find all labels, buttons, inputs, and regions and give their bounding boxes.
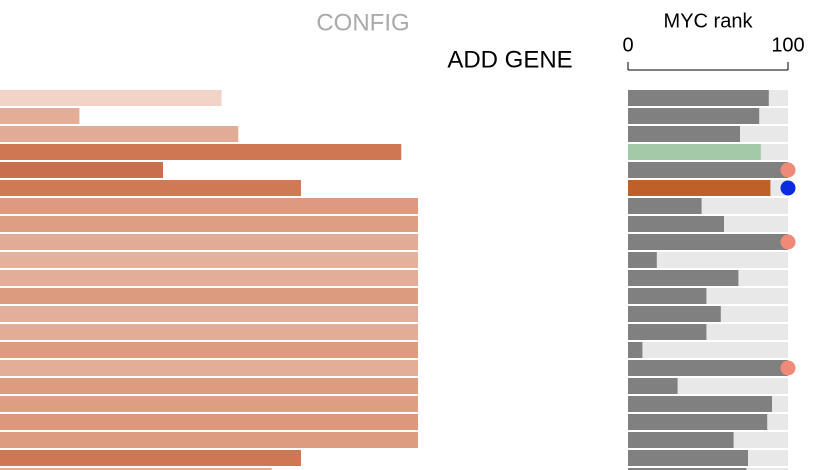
score-bar [0,288,418,304]
rank-track [628,252,788,268]
score-bar [0,216,418,232]
rank-bar [628,90,769,106]
rank-bar [628,270,739,286]
rank-bar [628,324,707,340]
score-bar [0,180,301,196]
score-bar [0,414,418,430]
score-bar [0,198,418,214]
rank-bar [628,396,772,412]
rank-bar [628,432,734,448]
score-bar [0,378,418,394]
axis-title: MYC rank [664,10,754,32]
score-bar [0,270,418,286]
rank-bar [628,234,788,250]
score-bar [0,450,301,466]
rank-bar [628,162,788,178]
rank-bar [628,414,768,430]
score-bar [0,252,418,268]
rank-bar [628,288,707,304]
rank-marker [780,234,796,250]
rank-bar [628,306,721,322]
score-bar [0,306,418,322]
score-bar [0,396,418,412]
score-bar [0,144,402,160]
rank-bar [628,126,740,142]
rank-marker [780,180,796,196]
score-bar [0,468,272,470]
rank-bar [628,378,678,394]
rank-bar [628,180,771,196]
rank-marker [780,360,796,376]
rank-bar [628,252,657,268]
rank-track [628,342,788,358]
rank-bar [628,108,760,124]
score-bar [0,90,222,106]
score-bar [0,432,418,448]
score-bar [0,162,164,178]
add-gene-button[interactable]: ADD GENE [447,46,572,73]
rank-bar [628,342,643,358]
score-bar [0,342,418,358]
score-bar [0,234,418,250]
score-bar [0,360,418,376]
rank-marker [780,162,796,178]
score-bar [0,126,239,142]
rank-bar [628,144,761,160]
rank-bar [628,468,747,470]
rank-bar [628,360,788,376]
config-button[interactable]: CONFIG [316,9,409,36]
score-bar [0,108,80,124]
rank-bar [628,198,702,214]
tick-label: 100 [771,34,804,56]
tick-label: 0 [622,34,633,56]
rank-bar [628,216,724,232]
rank-bar [628,450,748,466]
score-bar [0,324,418,340]
